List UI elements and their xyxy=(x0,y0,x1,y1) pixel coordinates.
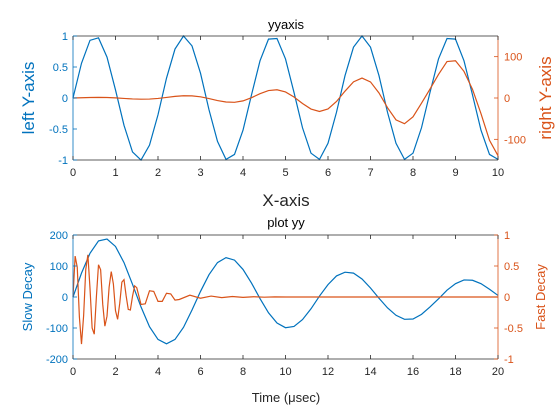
x-tick-label: 5 xyxy=(282,167,288,179)
series-line-right xyxy=(72,60,499,156)
plot-background xyxy=(73,36,498,160)
right-y-axis-label: Fast Decay xyxy=(533,264,548,330)
x-tick-label: 10 xyxy=(492,167,504,179)
x-tick-label: 20 xyxy=(492,366,504,378)
left-y-tick-label: -0.5 xyxy=(49,124,68,136)
x-tick-label: 4 xyxy=(240,167,246,179)
x-axis-label: Time (μsec) xyxy=(252,390,320,405)
chart-yyaxis: yyaxis 0 1 2 3 4 5 6 7 8 9 10 -1 -0.5 0 0.5 1 -100 0 100 X… xyxy=(19,17,555,210)
x-tick-label: 10 xyxy=(279,366,291,378)
right-y-tick-label: 0 xyxy=(504,93,510,105)
chart-plot-yy: plot yy 0 2 4 6 8 10 12 14 16 18 20-200-1000100200… xyxy=(20,215,548,405)
series-line-right xyxy=(72,254,498,345)
left-y-tick-label: 100 xyxy=(50,261,68,273)
series-line-left xyxy=(72,35,499,161)
right-y-tick-label: -100 xyxy=(504,134,526,146)
left-y-axis-label: left Y-axis xyxy=(19,62,38,135)
x-tick-label: 14 xyxy=(364,366,376,378)
x-tick-label: 2 xyxy=(155,167,161,179)
x-axis-label: X-axis xyxy=(262,191,309,210)
left-y-tick-label: -200 xyxy=(46,354,68,366)
right-y-tick-label: 1 xyxy=(504,230,510,242)
x-tick-label: 6 xyxy=(197,366,203,378)
right-y-tick-label: 0 xyxy=(504,292,510,304)
x-tick-label: 8 xyxy=(240,366,246,378)
x-tick-label: 7 xyxy=(367,167,373,179)
x-tick-label: 4 xyxy=(155,366,161,378)
x-tick-label: 0 xyxy=(70,167,76,179)
chart-title: yyaxis xyxy=(268,17,305,32)
left-y-tick-label: 0 xyxy=(62,292,68,304)
left-y-tick-label: -100 xyxy=(46,323,68,335)
chart-title: plot yy xyxy=(267,215,305,230)
x-tick-label: 9 xyxy=(452,167,458,179)
right-y-tick-label: -0.5 xyxy=(504,323,523,335)
left-y-tick-label: -1 xyxy=(58,155,68,167)
right-y-axis-label: right Y-axis xyxy=(536,56,555,139)
left-y-tick-label: 0.5 xyxy=(53,62,68,74)
left-y-axis-label: Slow Decay xyxy=(20,262,35,331)
plot-area: 0 2 4 6 8 10 12 14 16 18 20 -200 -100 0 100 200 -1 -0.5 0 0… xyxy=(46,230,523,378)
left-y-tick-label: 0 xyxy=(62,93,68,105)
x-tick-label: 1 xyxy=(112,167,118,179)
right-y-tick-label: -1 xyxy=(504,354,514,366)
right-y-tick-label: 100 xyxy=(504,52,522,64)
x-tick-label: 2 xyxy=(112,366,118,378)
x-tick-label: 12 xyxy=(322,366,334,378)
x-tick-label: 0 xyxy=(70,366,76,378)
x-tick-label: 18 xyxy=(449,366,461,378)
x-tick-label: 3 xyxy=(197,167,203,179)
left-y-tick-label: 1 xyxy=(62,31,68,43)
right-y-tick-label: 0.5 xyxy=(504,261,519,273)
x-tick-label: 6 xyxy=(325,167,331,179)
left-y-tick-label: 200 xyxy=(50,230,68,242)
x-tick-label: 16 xyxy=(407,366,419,378)
plot-area: 0 1 2 3 4 5 6 7 8 9 10 -1 -0.5 0 0.5 1 -100 0 100 xyxy=(49,31,526,179)
series-line-left xyxy=(72,238,499,345)
x-tick-label: 8 xyxy=(410,167,416,179)
